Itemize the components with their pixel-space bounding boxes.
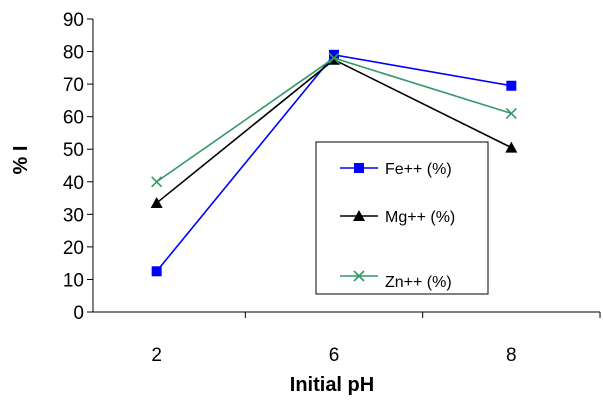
- y-tick-label: 60: [63, 108, 84, 129]
- y-axis: 0 10 20 30 40 50 60 70 80 90: [63, 10, 94, 324]
- x-tick-label: 2: [151, 345, 162, 366]
- x-axis-title: Initial pH: [290, 374, 374, 396]
- y-tick-label: 80: [63, 43, 84, 64]
- data-point: [506, 80, 517, 91]
- data-point: [505, 141, 518, 153]
- data-point: [151, 176, 163, 188]
- legend-label: Zn++ (%): [385, 274, 452, 291]
- y-tick-label: 20: [63, 238, 84, 259]
- legend-label: Fe++ (%): [385, 161, 452, 178]
- y-tick-label: 30: [63, 205, 84, 226]
- data-point: [151, 266, 162, 277]
- data-point-stroke: [353, 270, 365, 282]
- data-point: [353, 210, 365, 221]
- y-axis-title: % I: [10, 146, 32, 175]
- y-tick-label: 40: [63, 173, 84, 194]
- x-axis: 2 6 8: [93, 311, 601, 366]
- data-point: [353, 270, 365, 282]
- x-tick-label: 8: [506, 345, 517, 366]
- y-tick-label: 70: [63, 75, 84, 96]
- data-point-stroke: [151, 176, 163, 188]
- y-tick-label: 0: [73, 303, 84, 324]
- y-tick-label: 90: [63, 10, 84, 31]
- series-group: [150, 49, 518, 277]
- legend-item-3: Zn++ (%): [340, 270, 452, 291]
- legend: Fe++ (%) Mg++ (%) Zn++ (%): [315, 141, 489, 295]
- data-point: [505, 107, 517, 119]
- legend-item-1: Fe++ (%): [340, 161, 452, 178]
- series-3: [151, 52, 517, 188]
- legend-item-2: Mg++ (%): [340, 209, 455, 226]
- legend-label: Mg++ (%): [385, 209, 455, 226]
- y-tick-label: 50: [63, 140, 84, 161]
- data-point-stroke: [505, 107, 517, 119]
- x-tick-label: 6: [329, 345, 340, 366]
- data-point: [354, 163, 364, 173]
- y-tick-label: 10: [63, 270, 84, 291]
- data-point-stroke: [328, 52, 340, 64]
- data-point: [150, 196, 163, 208]
- data-point: [328, 52, 340, 64]
